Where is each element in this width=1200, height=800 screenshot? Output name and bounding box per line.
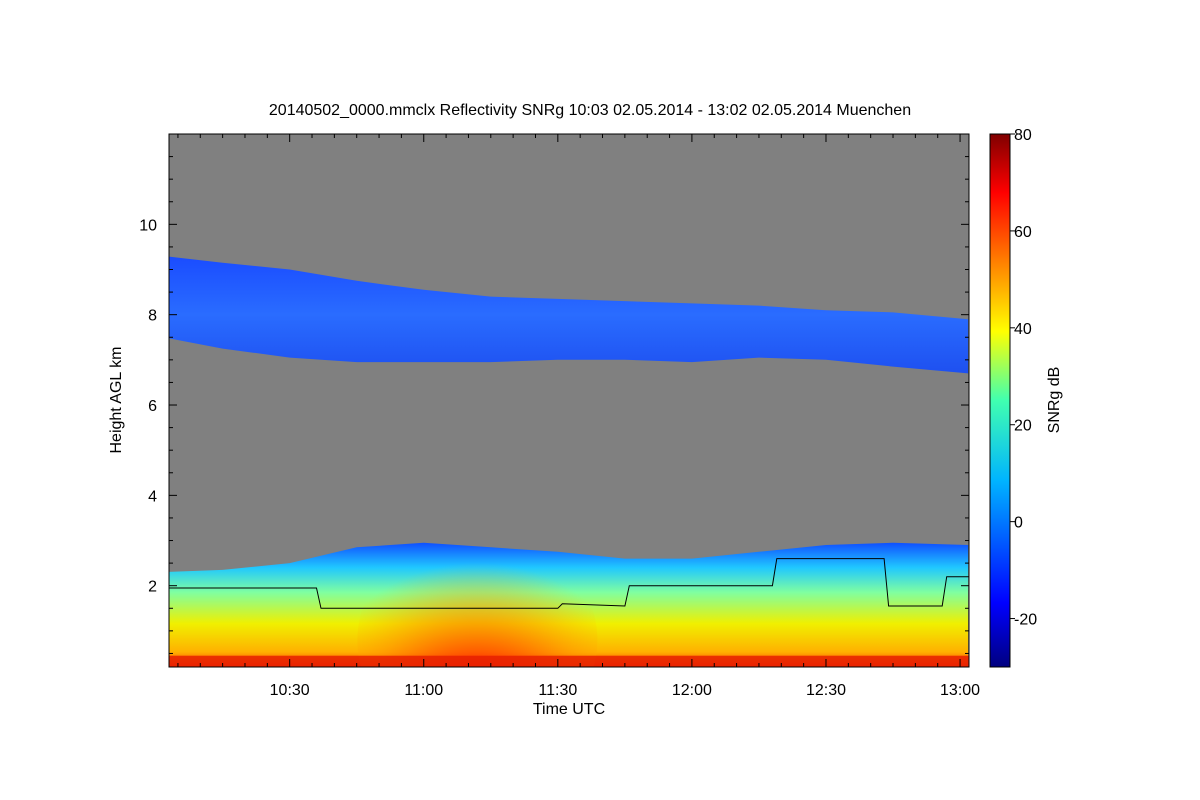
x-tick-label: 11:00	[404, 682, 443, 699]
colorbar	[989, 133, 1011, 668]
y-tick-label: 2	[148, 579, 157, 596]
colorbar-tick-label: -20	[1014, 612, 1037, 629]
y-tick-label: 6	[148, 398, 157, 415]
x-axis-label: Time UTC	[533, 701, 605, 718]
x-axis: 10:30 11:00 11:30 12:00 12:30 13:00	[177, 134, 980, 699]
x-tick-label: 13:00	[940, 682, 980, 699]
x-tick-label: 10:30	[270, 682, 310, 699]
echo-layers	[169, 256, 969, 667]
y-tick-label: 10	[139, 217, 157, 234]
colorbar-tick-label: 20	[1014, 418, 1032, 435]
colorbar-ticks: -20 0 20 40 60 80	[1010, 127, 1037, 629]
x-tick-label: 12:30	[806, 682, 846, 699]
x-tick-label: 12:00	[672, 682, 712, 699]
colorbar-tick-label: 0	[1014, 515, 1023, 532]
plot-frame	[168, 133, 970, 668]
cloud-base-line	[169, 558, 969, 609]
plot-area	[169, 134, 969, 667]
y-axis-label: Height AGL km	[108, 346, 125, 453]
y-tick-label: 8	[148, 308, 157, 325]
colorbar-tick-label: 40	[1014, 321, 1032, 338]
x-tick-label: 11:30	[538, 682, 577, 699]
upper-cloud-layer	[169, 256, 969, 374]
colorbar-tick-label: 60	[1014, 224, 1032, 241]
colorbar-label: SNRg dB	[1046, 367, 1063, 434]
y-axis: 2 4 6 8 10	[139, 133, 969, 654]
chart-title: 20140502_0000.mmclx Reflectivity SNRg 10…	[269, 102, 911, 119]
surface-clutter-band	[169, 655, 969, 667]
convective-core	[357, 529, 598, 667]
colorbar-tick-label: 80	[1014, 127, 1032, 144]
y-tick-label: 4	[148, 488, 157, 505]
